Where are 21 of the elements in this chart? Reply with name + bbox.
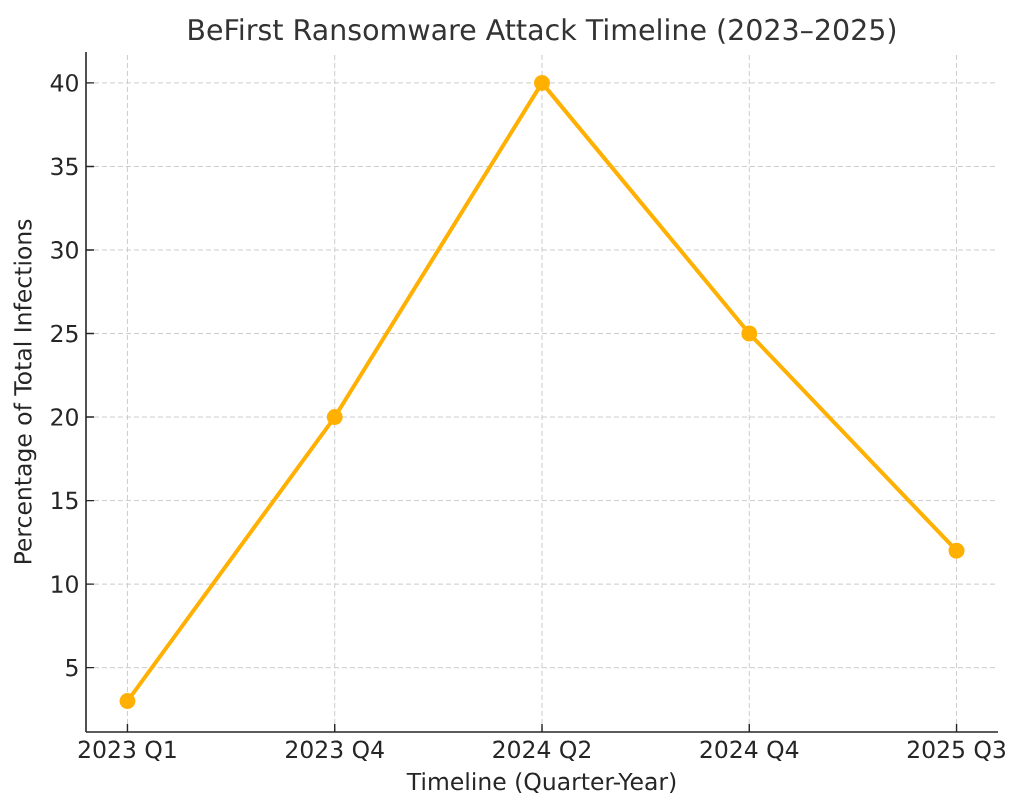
point bbox=[119, 693, 136, 710]
x-tick-label: 2023 Q4 bbox=[286, 740, 384, 762]
y-tick-label: 30 bbox=[51, 241, 78, 259]
y-tick-label: 25 bbox=[51, 324, 78, 343]
y-tick-label: 20 bbox=[51, 408, 78, 426]
x-tick-label: 2023 Q1 bbox=[78, 740, 176, 762]
x-axis-title: Timeline (Quarter-Year) bbox=[406, 772, 676, 794]
y-tick-label: 35 bbox=[51, 157, 78, 176]
point bbox=[534, 74, 550, 91]
point bbox=[948, 542, 965, 559]
x-tick-label: 2025 Q3 bbox=[907, 740, 1005, 762]
chart-title: BeFirst Ransomware Attack Timeline (2023–2025) bbox=[189, 18, 896, 44]
x-tick-label: 2024 Q4 bbox=[700, 740, 799, 762]
y-tick-label: 10 bbox=[52, 575, 78, 594]
point bbox=[326, 409, 343, 426]
y-tick-label: 5 bbox=[66, 658, 78, 677]
point bbox=[741, 325, 758, 342]
y-tick-label: 40 bbox=[50, 74, 78, 92]
x-tick-label: 2024 Q2 bbox=[493, 740, 590, 762]
y-tick-label: 15 bbox=[52, 491, 78, 510]
y-axis-title: Percentage of Total Infections bbox=[13, 219, 37, 564]
